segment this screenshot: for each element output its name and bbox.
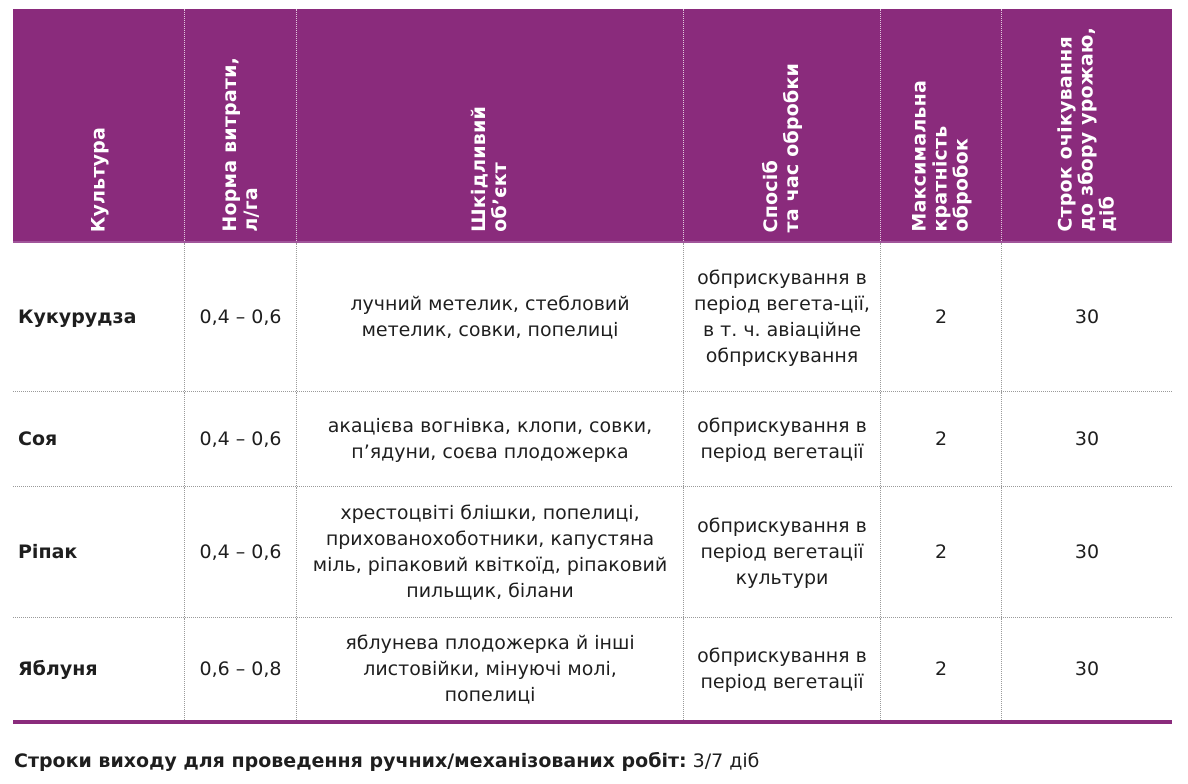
- method-text: обприскування в період вегетації: [697, 415, 867, 463]
- pest-text: лучний метелик, стебловий метелик, совки…: [350, 293, 630, 341]
- table-row: Яблуня 0,6 – 0,8 яблунева плодожерка й і…: [13, 618, 1172, 724]
- pest-text: хрестоцвіті блішки, попелиці, прихованох…: [312, 502, 668, 602]
- reentry-period-note: Строки виходу для проведення ручних/меха…: [14, 750, 759, 772]
- method-text: обприскування в період вегета-ції, в т. …: [694, 267, 870, 367]
- pest-cell: яблунева плодожерка й інші листовійки, м…: [296, 618, 683, 720]
- method-cell: обприскування в період вегета-ції, в т. …: [683, 243, 880, 391]
- pest-text: акацієва вогнівка, клопи, совки, п’ядуни…: [327, 415, 653, 463]
- header-waiting-period-label: Строк очікування до збору урожаю, діб: [1054, 27, 1119, 232]
- pest-cell: лучний метелик, стебловий метелик, совки…: [296, 243, 683, 391]
- table-row: Соя 0,4 – 0,6 акацієва вогнівка, клопи, …: [13, 392, 1172, 487]
- header-max-treatments-label: Максимальна кратність обробок: [908, 80, 973, 232]
- header-pest: Шкідливий об’єкт: [296, 9, 683, 241]
- table-row: Ріпак 0,4 – 0,6 хрестоцвіті блішки, попе…: [13, 487, 1172, 618]
- rate-cell: 0,4 – 0,6: [184, 487, 296, 617]
- crop-cell: Кукурудза: [18, 306, 137, 328]
- waiting-days-cell: 30: [1001, 392, 1172, 486]
- header-max-treatments: Максимальна кратність обробок: [880, 9, 1001, 241]
- header-rate-label: Норма витрати, л/га: [218, 57, 262, 232]
- rate-cell: 0,4 – 0,6: [184, 243, 296, 391]
- waiting-days-cell: 30: [1001, 487, 1172, 617]
- waiting-days-cell: 30: [1001, 243, 1172, 391]
- rate-cell: 0,4 – 0,6: [184, 392, 296, 486]
- pest-cell: акацієва вогнівка, клопи, совки, п’ядуни…: [296, 392, 683, 486]
- header-waiting-period: Строк очікування до збору урожаю, діб: [1001, 9, 1172, 241]
- header-crop-label: Культура: [87, 126, 109, 232]
- crop-cell: Соя: [18, 428, 58, 450]
- method-cell: обприскування в період вегетації: [683, 618, 880, 720]
- reentry-period-label: Строки виходу для проведення ручних/меха…: [14, 750, 687, 772]
- pest-text: яблунева плодожерка й інші листовійки, м…: [345, 632, 635, 706]
- rate-cell: 0,6 – 0,8: [184, 618, 296, 720]
- crop-cell: Яблуня: [18, 658, 98, 680]
- waiting-days-cell: 30: [1001, 618, 1172, 720]
- pesticide-table: Культура Норма витрати, л/га Шкідливий о…: [13, 9, 1172, 724]
- max-treatments-cell: 2: [880, 392, 1001, 486]
- max-treatments-cell: 2: [880, 243, 1001, 391]
- method-cell: обприскування в період вегетації: [683, 392, 880, 486]
- header-pest-label: Шкідливий об’єкт: [468, 106, 511, 232]
- method-text: обприскування в період вегетації: [697, 645, 867, 693]
- max-treatments-cell: 2: [880, 618, 1001, 720]
- header-method: Спосіб та час обробки: [683, 9, 880, 241]
- method-text: обприскування в період вегетації культур…: [697, 515, 867, 589]
- header-rate: Норма витрати, л/га: [184, 9, 296, 241]
- reentry-period-value: 3/7 діб: [686, 750, 760, 772]
- pest-cell: хрестоцвіті блішки, попелиці, прихованох…: [296, 487, 683, 617]
- header-crop: Культура: [13, 9, 184, 241]
- method-cell: обприскування в період вегетації культур…: [683, 487, 880, 617]
- table-header: Культура Норма витрати, л/га Шкідливий о…: [13, 9, 1172, 241]
- table-row: Кукурудза 0,4 – 0,6 лучний метелик, стеб…: [13, 241, 1172, 392]
- header-method-label: Спосіб та час обробки: [760, 62, 803, 232]
- crop-cell: Ріпак: [18, 541, 78, 563]
- max-treatments-cell: 2: [880, 487, 1001, 617]
